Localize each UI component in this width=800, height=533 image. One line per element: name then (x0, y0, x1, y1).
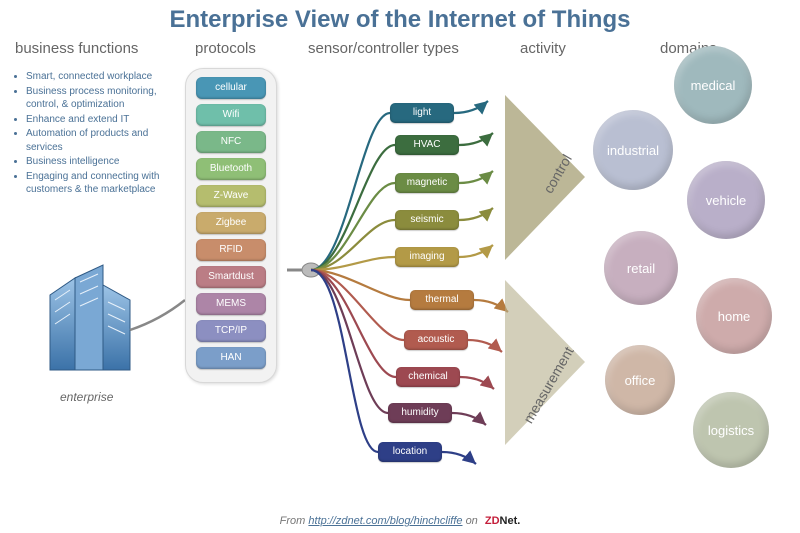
protocols-panel: cellular Wifi NFC Bluetooth Z-Wave Zigbee RFID… (185, 68, 277, 383)
domain-vehicle: vehicle (687, 161, 765, 239)
bullet-item: Smart, connected workplace (26, 70, 176, 84)
bullet-item: Engaging and connecting with customers &… (26, 170, 176, 197)
col-sensors: sensor/controller types (308, 40, 459, 57)
zdnet-logo: ZDNet. (485, 515, 520, 527)
enterprise-label: enterprise (60, 390, 113, 404)
sensor-acoustic: acoustic (404, 330, 468, 350)
bullet-item: Automation of products and services (26, 127, 176, 154)
business-bullets: Smart, connected workplaceBusiness proce… (10, 70, 176, 198)
col-activity: activity (520, 40, 566, 57)
domain-medical: medical (674, 46, 752, 124)
sensor-chemical: chemical (396, 367, 460, 387)
protocol-tcp/ip: TCP/IP (196, 320, 266, 342)
protocol-zigbee: Zigbee (196, 212, 266, 234)
sensor-humidity: humidity (388, 403, 452, 423)
protocol-rfid: RFID (196, 239, 266, 261)
sensor-hvac: HVAC (395, 135, 459, 155)
footer-on: on (466, 515, 481, 527)
protocol-bluetooth: Bluetooth (196, 158, 266, 180)
domain-home: home (696, 278, 772, 354)
bullet-item: Enhance and extend IT (26, 113, 176, 127)
protocol-cellular: cellular (196, 77, 266, 99)
col-protocols: protocols (195, 40, 256, 57)
activity-control-label: control (540, 152, 575, 196)
sensor-location: location (378, 442, 442, 462)
col-business: business functions (15, 40, 138, 57)
sensor-imaging: imaging (395, 247, 459, 267)
protocol-wifi: Wifi (196, 104, 266, 126)
protocol-mems: MEMS (196, 293, 266, 315)
sensor-light: light (390, 103, 454, 123)
footer-credit: From http://zdnet.com/blog/hinchcliffe o… (0, 515, 800, 527)
footer-prefix: From (280, 515, 309, 527)
domain-logistics: logistics (693, 392, 769, 468)
bullet-item: Business process monitoring, control, & … (26, 85, 176, 112)
domain-retail: retail (604, 231, 678, 305)
sensor-seismic: seismic (395, 210, 459, 230)
bullet-item: Business intelligence (26, 155, 176, 169)
sensor-thermal: thermal (410, 290, 474, 310)
domain-office: office (605, 345, 675, 415)
activity-measurement-label: measurement (520, 344, 577, 426)
domain-industrial: industrial (593, 110, 673, 190)
protocol-z-wave: Z-Wave (196, 185, 266, 207)
protocol-nfc: NFC (196, 131, 266, 153)
protocol-han: HAN (196, 347, 266, 369)
page-title: Enterprise View of the Internet of Thing… (0, 0, 800, 34)
footer-link[interactable]: http://zdnet.com/blog/hinchcliffe (308, 515, 462, 527)
sensor-magnetic: magnetic (395, 173, 459, 193)
protocol-smartdust: Smartdust (196, 266, 266, 288)
activity-triangles (505, 95, 595, 455)
